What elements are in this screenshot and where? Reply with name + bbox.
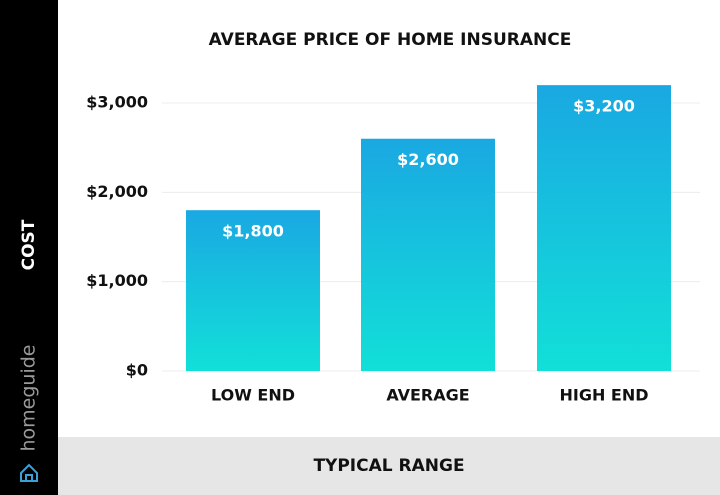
x-tick-label: LOW END	[211, 386, 295, 405]
data-label: $3,200	[573, 97, 635, 116]
y-tick-label: $3,000	[86, 93, 148, 112]
data-label: $1,800	[222, 222, 284, 241]
bar	[361, 138, 495, 371]
y-tick-label: $1,000	[86, 271, 148, 290]
chart-title: AVERAGE PRICE OF HOME INSURANCE	[209, 30, 572, 50]
brand-icon	[20, 463, 38, 482]
y-axis-label: COST	[19, 219, 39, 270]
x-tick-label: HIGH END	[559, 386, 648, 405]
sidebar	[0, 0, 58, 495]
x-axis-label: TYPICAL RANGE	[313, 456, 464, 476]
brand: homeguide	[18, 345, 40, 452]
y-tick-label: $0	[126, 361, 148, 380]
x-tick-label: AVERAGE	[386, 386, 469, 405]
bar	[186, 210, 320, 371]
x-label-band	[58, 437, 720, 495]
bar	[537, 85, 671, 371]
y-tick-label: $2,000	[86, 182, 148, 201]
data-label: $2,600	[397, 150, 459, 169]
